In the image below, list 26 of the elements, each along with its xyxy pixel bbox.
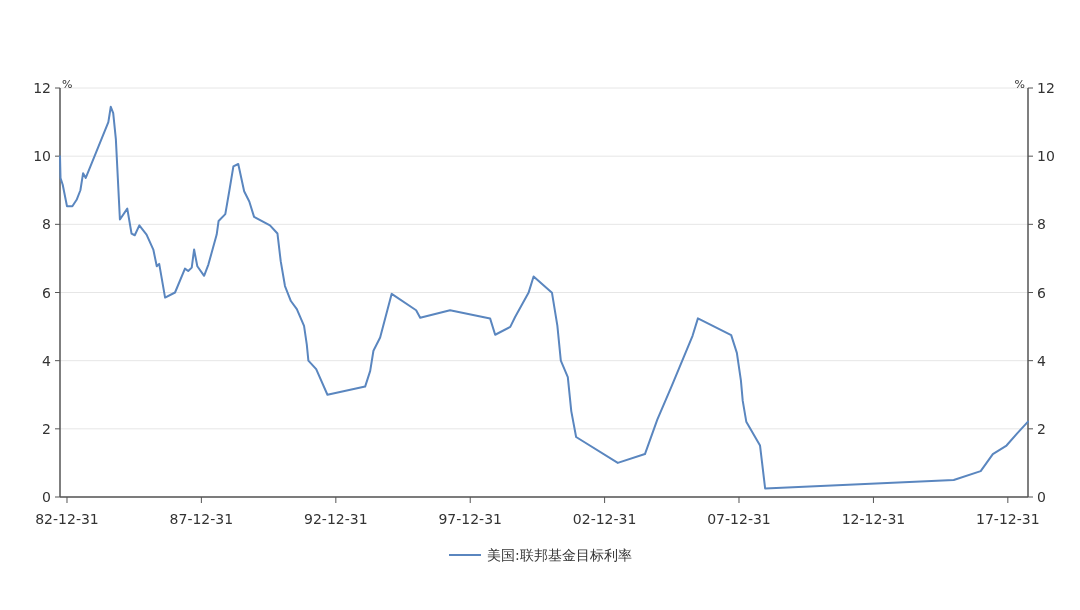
y2-tick-label: 8 [1037,216,1046,233]
y-axis-title: % [62,78,73,91]
y-tick-label: 8 [42,216,51,233]
x-tick-label: 12-12-31 [841,511,906,527]
y-tick-label: 4 [42,352,52,369]
legend-label: 美国:联邦基金目标利率 [487,547,632,563]
legend: 美国:联邦基金目标利率 [448,547,632,563]
x-tick-label: 07-12-31 [707,511,771,527]
y2-tick-label: 4 [1037,352,1046,369]
x-tick-label: 02-12-31 [572,511,637,527]
x-tick-label: 17-12-31 [976,511,1040,527]
y-tick-label: 10 [33,148,51,165]
x-tick-label: 92-12-31 [304,511,368,527]
y2-tick-label: 12 [1037,80,1055,96]
x-tick-label: 87-12-31 [169,511,234,527]
x-tick-label: 82-12-31 [35,511,99,527]
y2-tick-label: 6 [1037,284,1046,301]
y2-tick-label: 2 [1037,420,1046,437]
x-tick-label: 97-12-31 [438,511,502,527]
y2-axis-title: % [1014,78,1025,91]
y2-tick-label: 10 [1037,148,1055,165]
y2-tick-label: 0 [1037,489,1046,505]
y-tick-label: 6 [42,284,52,301]
y-tick-label: 0 [42,489,51,505]
y-tick-label: 2 [42,420,51,437]
y-tick-label: 12 [33,80,51,96]
